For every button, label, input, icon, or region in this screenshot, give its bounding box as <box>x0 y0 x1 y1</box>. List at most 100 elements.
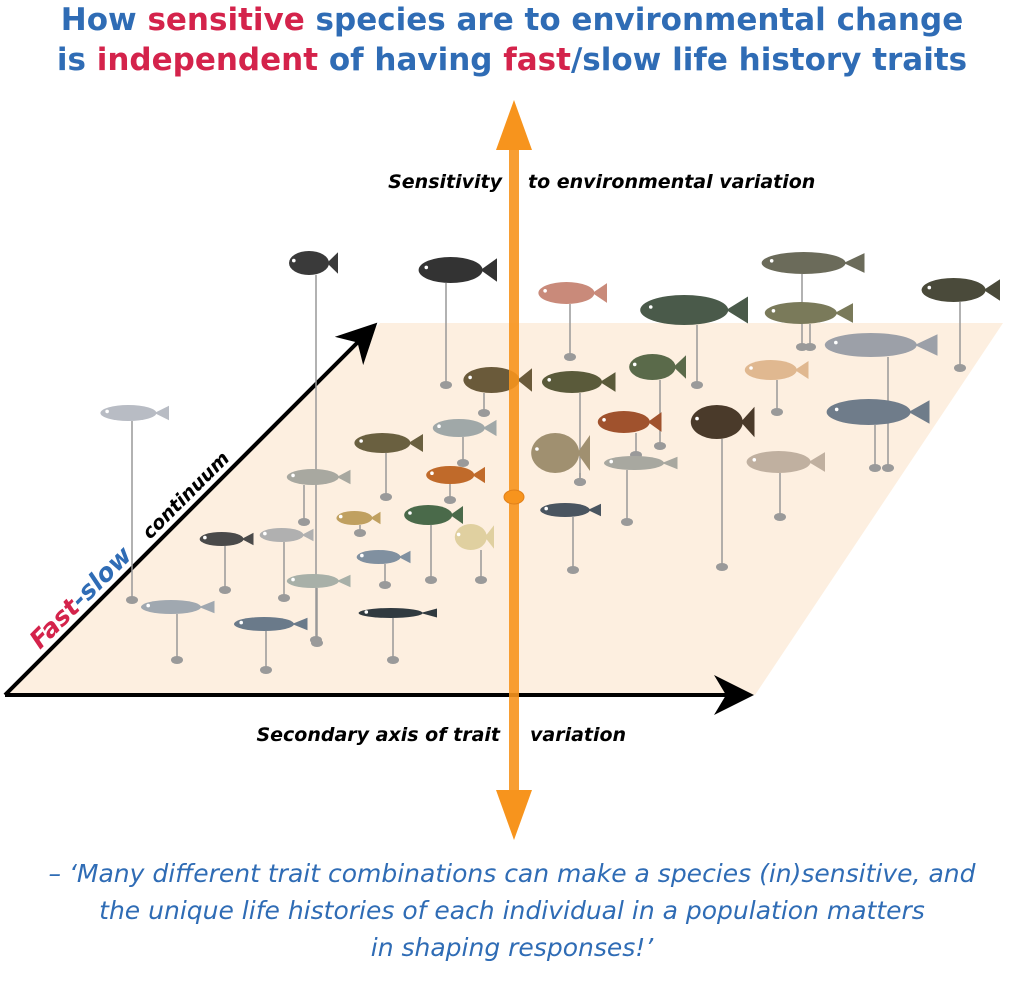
fish-tail <box>517 368 532 392</box>
fish-body <box>761 252 846 274</box>
fish-body <box>100 405 157 421</box>
fish-group <box>100 251 1000 674</box>
fish-tail <box>577 435 590 471</box>
fish-eye <box>632 362 637 367</box>
fish-body <box>358 608 423 618</box>
title-line: is independent of having fast/slow life … <box>57 42 967 78</box>
fish-tail <box>472 466 485 484</box>
fish-tail <box>587 503 601 517</box>
quote-line: the unique life histories of each indivi… <box>99 896 925 925</box>
fish-body <box>538 282 595 304</box>
fish-body <box>604 456 664 470</box>
fish-eye <box>105 409 109 414</box>
fish-tail <box>154 405 169 421</box>
title-segment: species are to environmental change <box>305 2 963 38</box>
fish-eye <box>752 458 757 462</box>
fish-body <box>404 505 453 525</box>
fish-eye <box>834 407 839 412</box>
fish-eye <box>364 610 369 614</box>
fish-tail <box>914 334 938 356</box>
fish-tail <box>301 528 314 542</box>
fish-eye <box>146 603 150 608</box>
fish-tail <box>808 452 825 472</box>
fish-tail <box>484 525 494 549</box>
fish-body <box>824 333 917 357</box>
fish-body <box>454 524 487 550</box>
fish-eye <box>769 259 774 263</box>
fish-body <box>542 371 602 393</box>
fast-slow-arrow <box>3 322 378 697</box>
fish-eye <box>263 531 267 536</box>
fish-tail <box>336 469 351 485</box>
fish-tail <box>398 550 411 564</box>
fish-tail <box>843 253 865 273</box>
fish-eye <box>749 366 753 370</box>
fish-eye <box>609 459 613 464</box>
fish-eye <box>771 309 776 313</box>
fish-eye <box>292 258 296 263</box>
fish-eye <box>408 511 412 515</box>
fish-tail <box>292 617 308 631</box>
fish-eye <box>468 375 472 380</box>
fish-tail <box>199 600 215 614</box>
fish-eye <box>544 506 548 511</box>
fish-body <box>629 354 676 380</box>
fish-body <box>690 405 743 439</box>
fish-tail <box>794 361 809 379</box>
quote: – ‘Many different trait combinations can… <box>49 859 976 962</box>
fish-shadow <box>771 408 783 416</box>
title-segment: of having <box>318 42 503 78</box>
title-segment: independent <box>97 42 318 78</box>
fish-shadow <box>387 656 399 664</box>
fish-body <box>744 360 797 380</box>
fish-shadow <box>804 343 816 351</box>
vertical-axis-label: Sensitivity <box>388 171 503 193</box>
fish-eye <box>648 305 653 309</box>
sensitivity-arrow <box>496 100 532 840</box>
fish-body <box>764 302 837 324</box>
fish-body <box>418 257 483 283</box>
fish-tail <box>408 434 423 452</box>
fish-tail <box>592 283 607 303</box>
fish-shadow <box>278 594 290 602</box>
fish-tail <box>480 258 497 282</box>
fish-eye <box>338 514 343 519</box>
fish-tail <box>662 456 678 470</box>
fish-shadow <box>475 576 487 584</box>
fish-body <box>286 469 339 485</box>
fish-shadow <box>567 566 579 574</box>
fish-shadow <box>444 496 456 504</box>
fish-eye <box>543 289 547 293</box>
fish-tail <box>908 400 930 424</box>
fish-tail <box>983 279 1000 301</box>
fish-eye <box>927 285 932 290</box>
fish-body <box>531 433 580 473</box>
fish-body <box>354 433 411 453</box>
fish-shadow <box>380 493 392 501</box>
fish-body <box>463 367 520 393</box>
fish-shadow <box>564 353 576 361</box>
fish-body <box>259 528 304 542</box>
horizontal-axis-label: variation <box>530 724 626 746</box>
fish-tail <box>482 419 497 437</box>
fish-tail <box>327 252 338 274</box>
fish-body <box>356 550 401 564</box>
fish-shadow <box>774 513 786 521</box>
fish-shadow <box>716 563 728 571</box>
title: How sensitive species are to environment… <box>57 2 967 78</box>
title-line: How sensitive species are to environment… <box>61 2 963 38</box>
fish-eye <box>456 532 461 537</box>
fish-eye <box>602 418 606 422</box>
fish-shadow <box>882 464 894 472</box>
fish-shadow <box>126 596 138 604</box>
fish-shadow <box>440 381 452 389</box>
fish-eye <box>291 577 295 582</box>
fish-eye <box>437 424 441 429</box>
fish-tail <box>450 506 463 524</box>
fish-shadow <box>260 666 272 674</box>
title-segment: is <box>57 42 97 78</box>
fish-shadow <box>869 464 881 472</box>
fish-tail <box>600 372 616 392</box>
fish-eye <box>834 340 838 345</box>
fish-body <box>426 466 475 484</box>
